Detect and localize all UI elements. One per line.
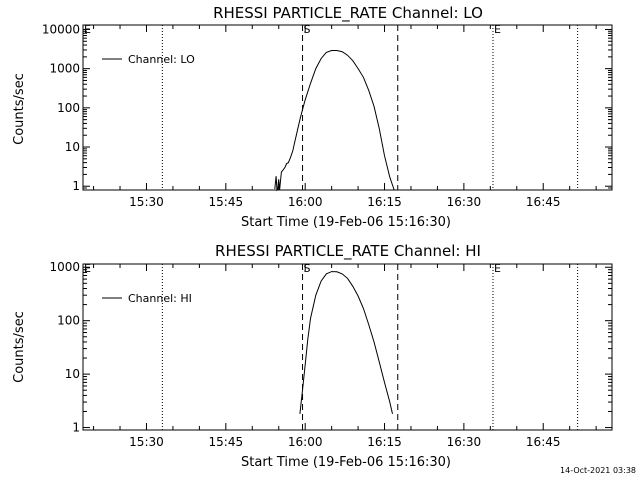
x-tick-label: 16:30 — [447, 195, 482, 209]
x-tick-label: 15:30 — [129, 435, 164, 449]
marker-label: E — [494, 262, 501, 275]
x-axis-label: Start Time (19-Feb-06 15:16:30) — [241, 455, 451, 470]
panel-hi: RHESSI PARTICLE_RATE Channel: HI Start T… — [12, 242, 613, 470]
x-tick-label: 15:45 — [209, 435, 244, 449]
x-tick-label: 15:30 — [129, 195, 164, 209]
x-axis-label: Start Time (19-Feb-06 15:16:30) — [241, 215, 451, 230]
x-tick-label: 16:15 — [367, 435, 402, 449]
y-tick-label: 10 — [65, 367, 80, 381]
x-tick-label: 16:00 — [288, 435, 323, 449]
series-line — [274, 50, 395, 192]
x-tick-label: 16:45 — [526, 435, 561, 449]
x-tick-label: 16:45 — [526, 195, 561, 209]
y-axis-label: Counts/sec — [12, 311, 27, 383]
marker-label: S — [304, 262, 311, 275]
y-tick-label: 1 — [72, 179, 80, 193]
x-tick-label: 16:00 — [288, 195, 323, 209]
x-tick-label: 16:15 — [367, 195, 402, 209]
chart-title: RHESSI PARTICLE_RATE Channel: LO — [213, 4, 483, 23]
series-line — [299, 271, 393, 415]
plot-frame — [82, 263, 613, 431]
y-tick-label: 1000 — [49, 260, 80, 274]
y-tick-label: 10000 — [42, 22, 80, 36]
panel-lo: RHESSI PARTICLE_RATE Channel: LO Start T… — [12, 4, 613, 230]
y-axis-label: Counts/sec — [12, 73, 27, 145]
marker-label: E — [494, 23, 501, 36]
y-tick-label: 100 — [57, 314, 80, 328]
y-tick-label: 10 — [65, 140, 80, 154]
x-tick-label: 16:30 — [447, 435, 482, 449]
chart-title: RHESSI PARTICLE_RATE Channel: HI — [215, 242, 481, 261]
legend-label: Channel: LO — [128, 53, 195, 66]
y-tick-label: 1000 — [49, 62, 80, 76]
marker-label: E — [84, 262, 91, 275]
timestamp: 14-Oct-2021 03:38 — [560, 466, 636, 475]
marker-label: S — [304, 23, 311, 36]
y-tick-label: 100 — [57, 101, 80, 115]
legend-label: Channel: HI — [128, 292, 192, 305]
x-tick-label: 15:45 — [209, 195, 244, 209]
y-tick-label: 1 — [72, 421, 80, 435]
